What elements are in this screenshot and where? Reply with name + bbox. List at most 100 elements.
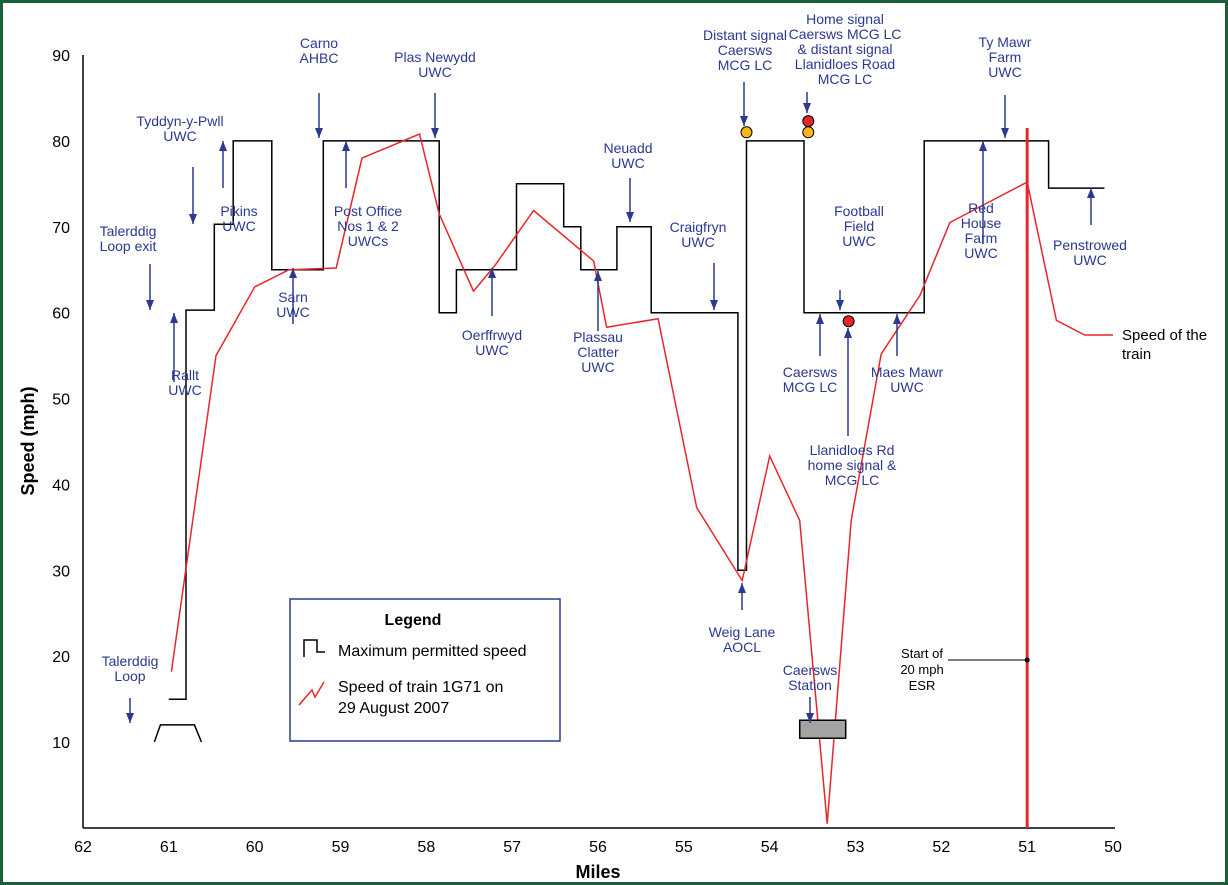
legend: Legend Maximum permitted speed Speed of … (289, 598, 561, 742)
annotation-line: Speed of the (1122, 327, 1207, 344)
annotation-maes-mawr: Maes Mawr UWC (871, 364, 944, 395)
annotation-line: Distant signal (703, 27, 787, 43)
annotation-line: UWCs (348, 233, 388, 249)
annotation-line: Caersws (783, 662, 837, 678)
annotation-distant-signal: Distant signal Caersws MCG LC (703, 27, 787, 73)
annotation-craigfryn: Craigfryn UWC (670, 219, 727, 250)
annotation-line: Oerffrwyd (462, 327, 522, 343)
annotation-line: Neuadd (603, 140, 652, 156)
annotation-red-house: Red House Farm UWC (961, 200, 1002, 261)
annotation-line: Nos 1 & 2 (337, 218, 399, 234)
annotation-line: Ty Mawr (979, 34, 1032, 50)
annotation-line: Maes Mawr (871, 364, 944, 380)
annotation-line: Loop (114, 668, 145, 684)
annotation-line: & distant signal (798, 41, 893, 57)
esr-leader-dot (1024, 657, 1030, 663)
annotation-line: Football (834, 203, 884, 219)
annotation-carno: Carno AHBC (300, 35, 339, 66)
y-tick-label: 90 (52, 48, 70, 65)
annotation-line: MCG LC (718, 57, 772, 73)
annotation-line: Start of (901, 646, 943, 661)
x-tick-label: 61 (160, 839, 178, 856)
y-tick-label: 40 (52, 477, 70, 494)
annotation-line: Plassau (573, 329, 623, 345)
annotation-arrowhead (836, 300, 844, 310)
annotation-line: MCG LC (818, 71, 872, 87)
annotation-arrowhead (189, 214, 197, 224)
annotation-sarn: Sarn UWC (276, 289, 309, 320)
annotation-arrows (126, 82, 1095, 723)
annotation-rallt: Rallt UWC (168, 367, 201, 398)
annotation-ty-mawr: Ty Mawr Farm UWC (979, 34, 1032, 80)
annotation-line: UWC (964, 245, 997, 261)
signal-yellow-circle (802, 126, 815, 139)
x-tick-label: 59 (332, 839, 350, 856)
legend-entry-train-line1: Speed of train 1G71 on (338, 679, 503, 696)
annotation-talerddig-loop-exit: Talerddig Loop exit (100, 223, 157, 254)
y-tick-label: 10 (52, 735, 70, 752)
annotation-line: MCG LC (825, 472, 879, 488)
x-tick-label: 53 (847, 839, 865, 856)
x-tick-label: 58 (417, 839, 435, 856)
annotation-arrowhead (738, 583, 746, 593)
annotation-home-signal: Home signal Caersws MCG LC & distant signa… (789, 11, 902, 87)
annotation-arrowhead (170, 313, 178, 323)
signal-yellow-circle (740, 126, 753, 139)
legend-entry-train-line2: 29 August 2007 (338, 700, 449, 717)
y-tick-label: 60 (52, 306, 70, 323)
annotation-arrowhead (806, 713, 814, 723)
talerddig-loop-symbol (153, 724, 203, 743)
x-tick-label: 54 (761, 839, 779, 856)
y-tick-label: 70 (52, 220, 70, 237)
markers-group (153, 115, 855, 743)
annotation-plas-newydd: Plas Newydd UWC (394, 49, 476, 80)
x-tick-label: 62 (74, 839, 92, 856)
annotation-line: AHBC (300, 50, 339, 66)
y-tick-label: 30 (52, 563, 70, 580)
annotation-line: House (961, 215, 1002, 231)
x-tick-label: 52 (932, 839, 950, 856)
annotation-football-field: Football Field UWC (834, 203, 884, 249)
x-tick-label: 50 (1104, 839, 1122, 856)
annotation-arrowhead (893, 314, 901, 324)
x-tick-label: 56 (589, 839, 607, 856)
annotation-arrowhead (289, 268, 297, 278)
annotation-line: UWC (222, 218, 255, 234)
annotation-line: Talerddig (102, 653, 159, 669)
annotation-arrowhead (816, 314, 824, 324)
y-tick-label: 80 (52, 134, 70, 151)
annotation-start-esr: Start of 20 mph ESR (900, 646, 943, 693)
x-tick-label: 55 (675, 839, 693, 856)
legend-train-swatch (298, 681, 325, 706)
annotation-line: Caersws (783, 364, 837, 380)
annotation-arrowhead (594, 271, 602, 281)
annotation-line: UWC (418, 64, 451, 80)
annotation-arrowhead (710, 300, 718, 310)
annotation-plassau: Plassau Clatter UWC (573, 329, 623, 375)
annotation-line: UWC (988, 64, 1021, 80)
annotation-weig-lane: Weig Lane AOCL (709, 624, 776, 655)
annotation-arrowhead (1001, 128, 1009, 138)
esr-group (948, 128, 1030, 828)
annotation-line: Llanidloes Rd (810, 442, 895, 458)
annotation-line: UWC (611, 155, 644, 171)
annotation-arrowhead (803, 103, 811, 113)
annotation-line: Tyddyn-y-Pwll (136, 113, 223, 129)
annotation-talerddig-loop: Talerddig Loop (102, 653, 159, 684)
annotation-arrowhead (740, 116, 748, 126)
annotation-line: MCG LC (783, 379, 837, 395)
annotation-penstrowed: Penstrowed UWC (1053, 237, 1127, 268)
annotation-line: Station (788, 677, 832, 693)
annotation-line: Field (844, 218, 874, 234)
x-tick-label: 57 (503, 839, 521, 856)
annotation-line: Plas Newydd (394, 49, 476, 65)
annotation-line: UWC (276, 304, 309, 320)
annotation-line: UWC (890, 379, 923, 395)
annotation-caersws-mcg: Caersws MCG LC (783, 364, 837, 395)
x-tick-label: 60 (246, 839, 264, 856)
tick-labels: 62 61 60 59 58 57 56 55 54 53 52 51 50 10 20 30 40 50 60 70… (52, 48, 1122, 856)
annotation-line: Post Office (334, 203, 402, 219)
legend-entry-max-speed: Maximum permitted speed (338, 643, 527, 660)
annotation-line: Weig Lane (709, 624, 776, 640)
